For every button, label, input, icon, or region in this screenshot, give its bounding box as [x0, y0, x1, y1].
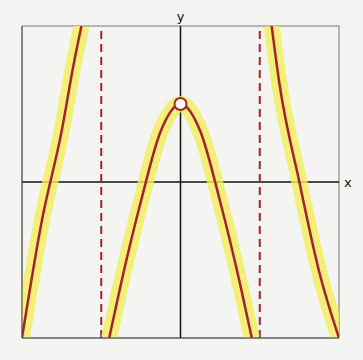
svg-text:x: x — [344, 175, 352, 190]
svg-text:y: y — [177, 9, 185, 24]
